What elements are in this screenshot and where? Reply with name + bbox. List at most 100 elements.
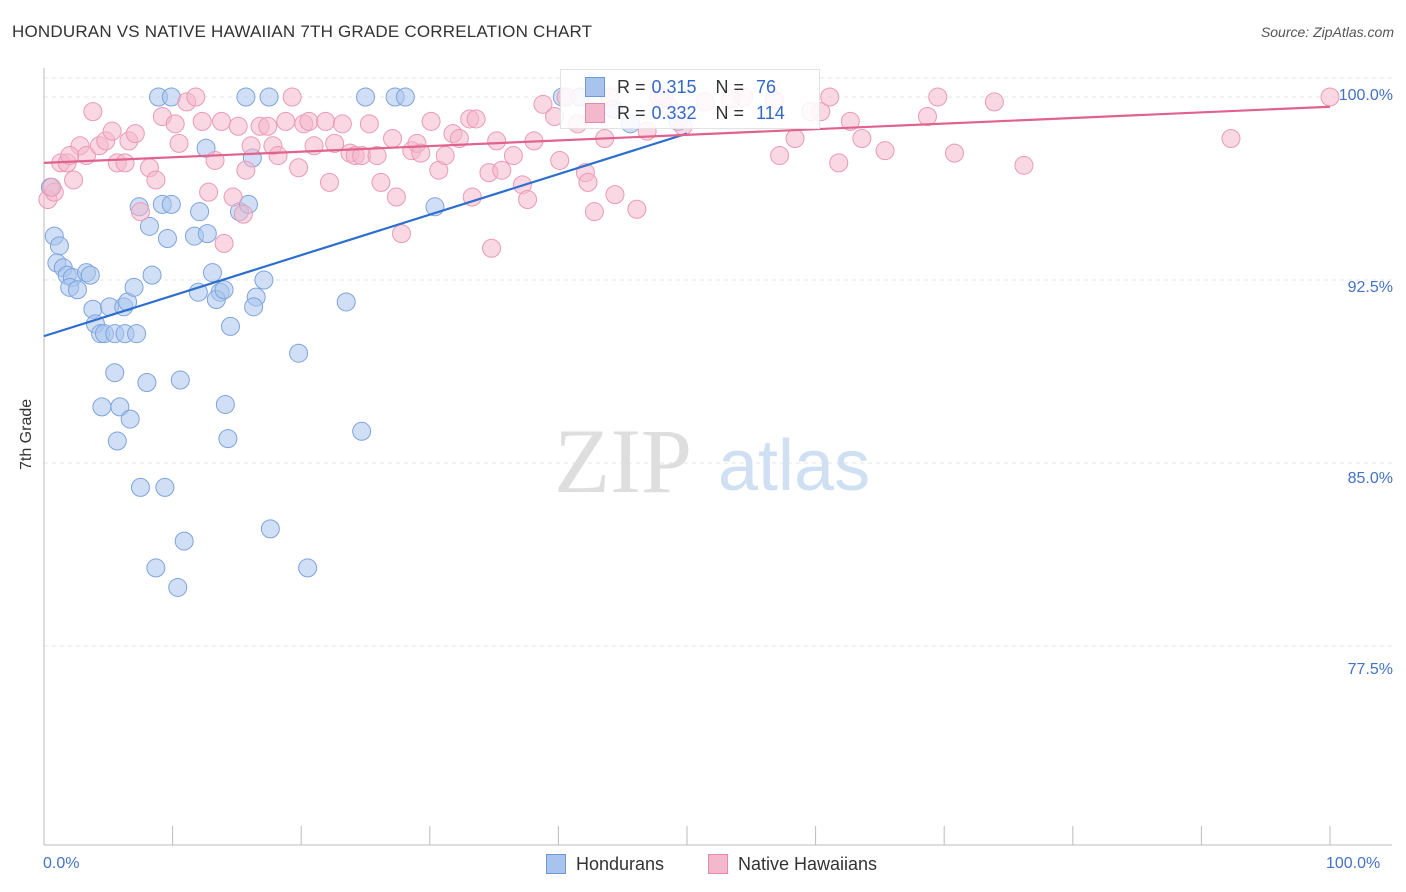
data-point	[829, 153, 849, 173]
data-point	[984, 92, 1004, 112]
data-point	[383, 128, 403, 148]
data-point	[139, 216, 159, 236]
pink-swatch	[708, 854, 728, 874]
data-point	[142, 265, 162, 285]
data-point	[518, 189, 538, 209]
data-point	[325, 133, 345, 153]
data-point	[299, 111, 319, 131]
data-point	[356, 87, 375, 107]
data-point	[220, 316, 240, 336]
legend-n-value: 114	[756, 102, 785, 123]
data-point	[214, 233, 234, 253]
data-point	[276, 111, 296, 131]
blue-swatch	[585, 77, 605, 97]
data-point	[244, 297, 264, 317]
data-point	[336, 292, 356, 312]
x-tick-label: 100.0%	[1326, 855, 1381, 872]
data-point	[492, 160, 512, 180]
data-point	[60, 146, 80, 166]
x-tick-label: 0.0%	[43, 855, 80, 872]
data-point	[1221, 128, 1241, 148]
data-point	[236, 160, 256, 180]
data-point	[165, 114, 185, 134]
y-tick-label: 100.0%	[1338, 87, 1393, 104]
data-point	[332, 114, 352, 134]
data-point	[411, 143, 431, 163]
data-point	[236, 87, 256, 107]
y-tick-label: 85.0%	[1347, 470, 1393, 487]
data-point	[550, 150, 570, 170]
watermark-zip: ZIP	[554, 410, 692, 512]
y-tick-label: 92.5%	[1347, 279, 1393, 296]
data-point	[785, 128, 805, 148]
data-point	[241, 136, 261, 156]
data-point	[146, 170, 166, 190]
data-point	[228, 116, 248, 136]
data-point	[155, 477, 175, 497]
data-point	[371, 172, 391, 192]
data-point	[1320, 87, 1340, 107]
data-point	[627, 199, 647, 219]
legend-n-value: 76	[756, 76, 777, 97]
data-point	[421, 111, 441, 131]
legend-row-native-hawaiians: R = 0.332 N = 114	[585, 102, 785, 124]
data-point	[124, 277, 144, 297]
data-point	[578, 172, 598, 192]
data-point	[533, 94, 553, 114]
y-tick-label: 77.5%	[1347, 661, 1393, 678]
data-point	[202, 263, 222, 283]
data-point	[190, 202, 210, 222]
data-point	[435, 146, 455, 166]
data-point	[218, 429, 238, 449]
data-point	[192, 111, 212, 131]
trend-line-hondurans	[43, 132, 688, 338]
data-point	[130, 477, 150, 497]
data-point	[130, 202, 150, 222]
y-axis-label: 7th Grade	[18, 398, 35, 470]
legend-label: Native Hawaiians	[738, 853, 878, 874]
data-point	[211, 111, 231, 131]
data-point	[1014, 155, 1034, 175]
data-point	[944, 143, 964, 163]
blue-swatch	[546, 854, 566, 874]
data-point	[137, 372, 157, 392]
data-point	[449, 128, 469, 148]
data-point	[840, 111, 860, 131]
legend-n-label: N =	[715, 102, 745, 123]
data-point	[258, 116, 278, 136]
data-point	[102, 121, 122, 141]
legend-r-value: 0.315	[651, 76, 697, 97]
data-point	[146, 558, 166, 578]
data-point	[770, 146, 790, 166]
data-point	[233, 204, 253, 224]
data-point	[503, 146, 523, 166]
data-point	[386, 187, 406, 207]
data-point	[125, 124, 145, 144]
legend-row-hondurans: R = 0.315 N = 76	[585, 76, 776, 98]
data-point	[259, 87, 279, 107]
data-point	[392, 224, 412, 244]
data-point	[161, 194, 181, 214]
data-point	[223, 187, 243, 207]
data-point	[157, 229, 177, 249]
data-point	[466, 109, 486, 129]
data-point	[482, 238, 502, 258]
data-point	[875, 141, 895, 161]
data-point	[115, 153, 135, 173]
data-point	[352, 421, 372, 441]
data-point	[260, 519, 280, 539]
data-point	[254, 270, 274, 290]
data-point	[174, 531, 194, 551]
data-point	[168, 577, 188, 597]
data-point	[169, 133, 189, 153]
data-point	[367, 146, 387, 166]
trend-line-native-hawaiians	[43, 105, 1331, 164]
data-point	[83, 102, 103, 122]
data-point	[487, 131, 507, 151]
data-point	[64, 170, 84, 190]
data-point	[928, 87, 948, 107]
data-point	[298, 558, 318, 578]
data-point	[289, 343, 309, 363]
watermark: ZIP atlas	[554, 410, 870, 512]
